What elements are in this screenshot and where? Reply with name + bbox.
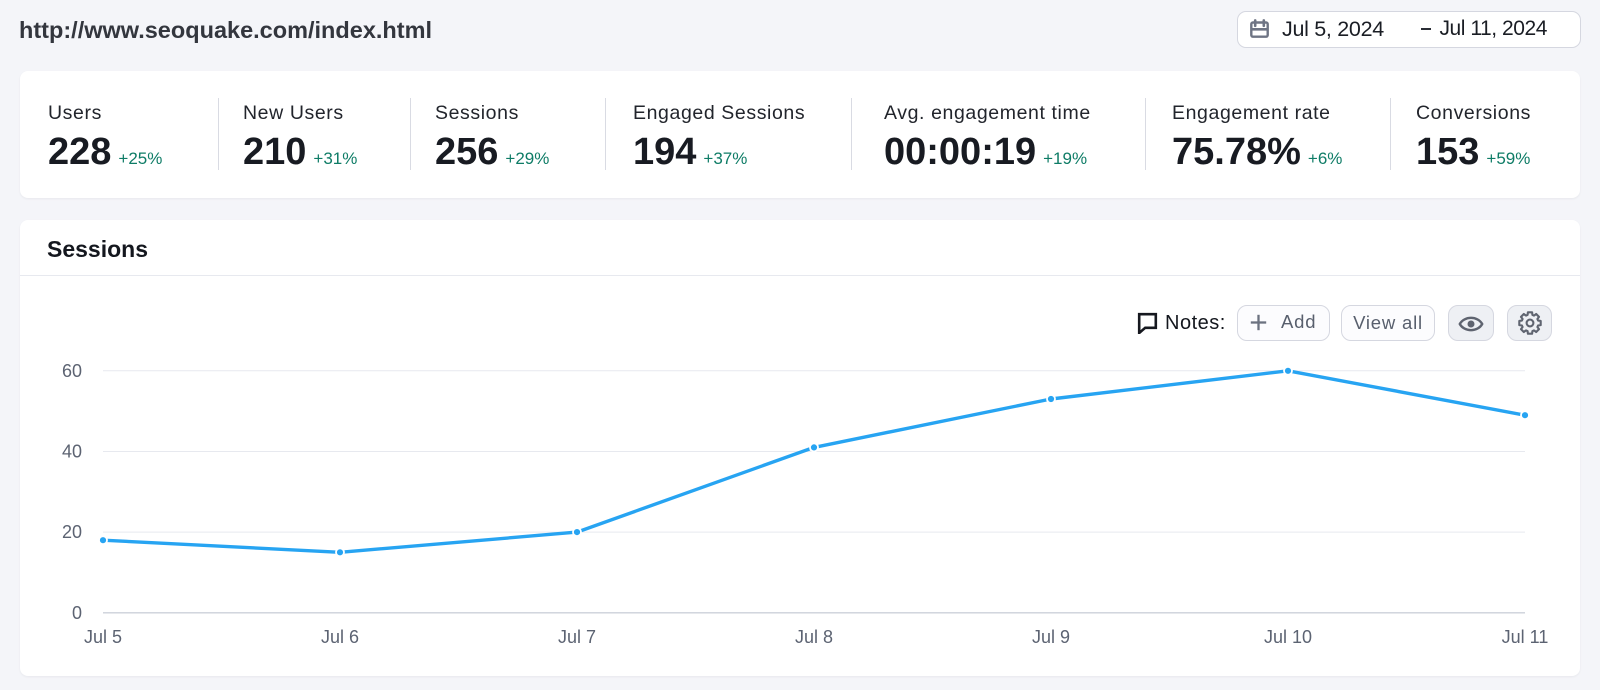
svg-text:Jul 9: Jul 9 [1032, 627, 1070, 647]
svg-text:Jul 10: Jul 10 [1264, 627, 1312, 647]
svg-text:Jul 8: Jul 8 [795, 627, 833, 647]
svg-text:0: 0 [72, 603, 82, 623]
svg-text:Jul 6: Jul 6 [321, 627, 359, 647]
svg-text:Jul 11: Jul 11 [1502, 627, 1549, 647]
svg-text:40: 40 [62, 442, 82, 462]
svg-text:60: 60 [62, 361, 82, 381]
svg-text:Jul 7: Jul 7 [558, 627, 596, 647]
svg-text:20: 20 [62, 522, 82, 542]
svg-text:Jul 5: Jul 5 [84, 627, 122, 647]
